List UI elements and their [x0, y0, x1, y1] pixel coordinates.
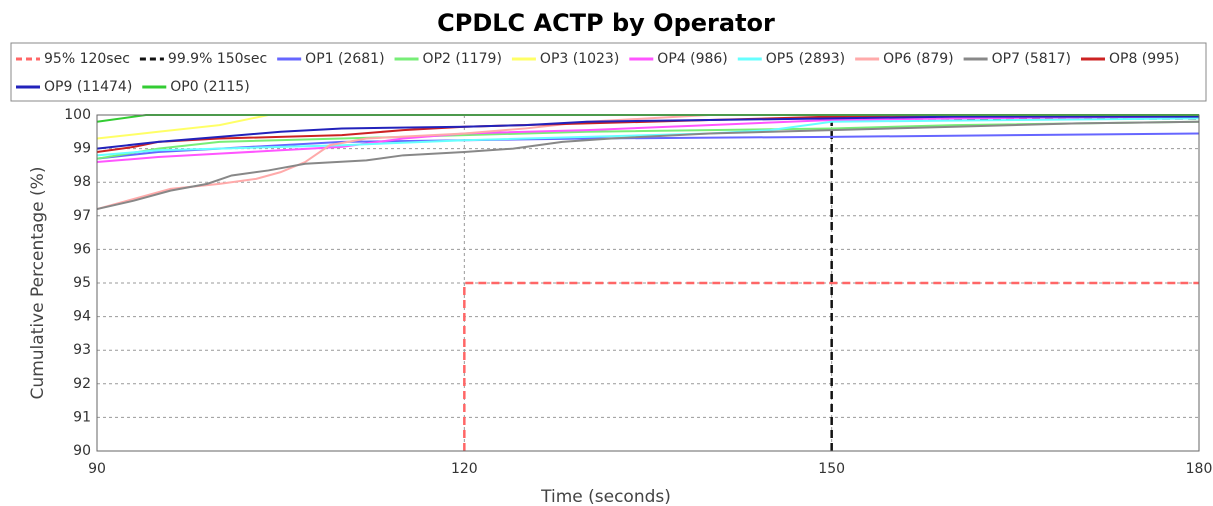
x-tick-label: 120	[451, 461, 478, 477]
series-line	[96, 115, 1199, 150]
x-tick-label: 90	[88, 461, 106, 477]
y-tick-label: 94	[73, 309, 91, 325]
y-tick-label: 93	[73, 342, 91, 358]
legend-label: OP4 (986)	[657, 51, 727, 67]
series-line	[96, 117, 1200, 157]
legend-label: OP0 (2115)	[170, 79, 249, 95]
y-tick-label: 92	[73, 376, 91, 392]
series-line	[463, 281, 1199, 451]
legend-label: OP8 (995)	[1109, 51, 1179, 67]
legend-label: 95% 120sec	[44, 51, 130, 67]
y-tick-label: 98	[73, 174, 91, 190]
x-tick-label: 180	[1186, 461, 1213, 477]
plot-border	[96, 114, 1200, 452]
y-tick-label: 97	[73, 208, 91, 224]
y-tick-label: 90	[73, 443, 91, 459]
legend-label: OP9 (11474)	[44, 79, 132, 95]
y-tick-label: 91	[73, 409, 91, 425]
chart-title: CPDLC ACTP by Operator	[437, 9, 775, 37]
y-tick-label: 99	[73, 141, 91, 157]
x-tick-label: 150	[818, 461, 845, 477]
y-tick-label: 100	[64, 107, 91, 123]
series-line	[96, 120, 1200, 211]
legend-label: OP2 (1179)	[423, 51, 502, 67]
legend-label: OP6 (879)	[883, 51, 953, 67]
series-line	[96, 120, 1200, 160]
y-axis-label: Cumulative Percentage (%)	[28, 167, 48, 400]
legend-label: 99.9% 150sec	[168, 51, 267, 67]
legend-label: OP7 (5817)	[992, 51, 1071, 67]
legend-label: OP5 (2893)	[766, 51, 845, 67]
y-tick-label: 96	[73, 241, 91, 257]
y-tick-label: 95	[73, 275, 91, 291]
legend-box	[10, 42, 1207, 102]
legend-label: OP1 (2681)	[305, 51, 384, 67]
legend-label: OP3 (1023)	[540, 51, 619, 67]
x-axis-label: Time (seconds)	[540, 487, 671, 506]
